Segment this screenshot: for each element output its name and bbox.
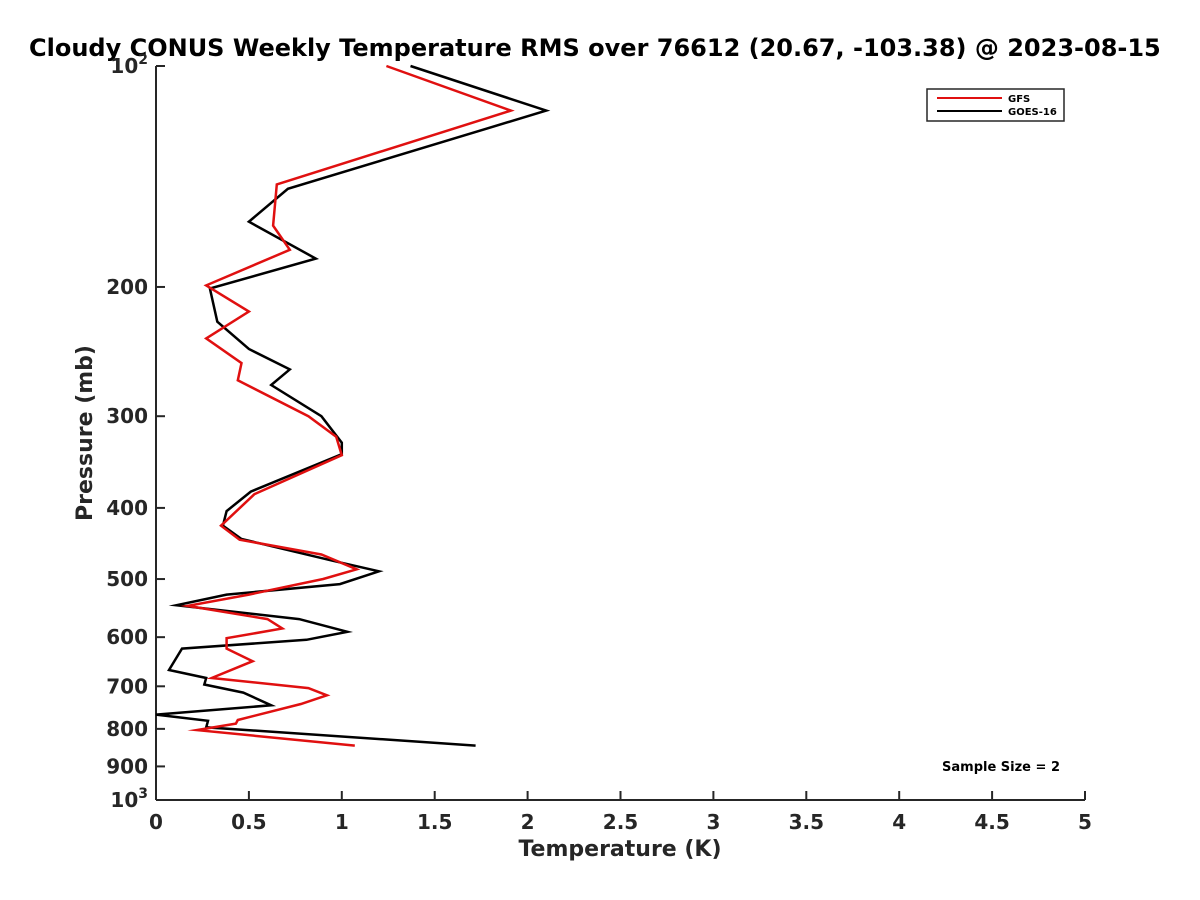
x-ticks: 0 0.5 1 1.5 2 2.5 3 3.5 4 4.5 5 — [149, 791, 1092, 834]
x-tick-label: 2 — [521, 810, 535, 834]
series-line-gfs — [180, 64, 515, 747]
legend-box — [926, 88, 1065, 122]
y-tick-label: 200 — [106, 275, 148, 299]
y-tick-exponent: 2 — [138, 52, 148, 68]
y-tick-base: 10 — [110, 788, 138, 812]
y-tick-base: 10 — [110, 54, 138, 78]
y-tick-label: 800 — [106, 717, 148, 741]
x-tick-label: 0 — [149, 810, 163, 834]
plot-background — [156, 66, 1085, 800]
y-tick-label: 400 — [106, 496, 148, 520]
y-tick-label: 102 — [110, 52, 148, 78]
x-tick-label: 4 — [892, 810, 906, 834]
legend-entry-goes16: GOES-16 — [1008, 107, 1057, 118]
x-tick-label: 0.5 — [231, 810, 266, 834]
y-tick-label: 600 — [106, 625, 148, 649]
plot-area: 0 0.5 1 1.5 2 2.5 3 3.5 4 4.5 5 102200300400500600… — [106, 52, 1092, 834]
y-tick-exponent: 3 — [138, 786, 148, 802]
y-tick-label: 300 — [106, 404, 148, 428]
y-tick-label: 500 — [106, 567, 148, 591]
x-tick-label: 3 — [706, 810, 720, 834]
sample-size-annotation: Sample Size = 2 — [942, 760, 1060, 775]
x-tick-label: 1 — [335, 810, 349, 834]
y-tick-label: 103 — [110, 786, 148, 812]
chart-title: Cloudy CONUS Weekly Temperature RMS over… — [29, 34, 1161, 62]
series-lines — [155, 64, 551, 747]
y-tick-label: 700 — [106, 674, 148, 698]
legend-entry-gfs: GFS — [1008, 94, 1030, 105]
y-axis-label: Pressure (mb) — [73, 345, 98, 521]
x-tick-label: 4.5 — [974, 810, 1009, 834]
x-tick-label: 5 — [1078, 810, 1092, 834]
x-tick-label: 3.5 — [789, 810, 824, 834]
x-tick-label: 2.5 — [603, 810, 638, 834]
x-tick-label: 1.5 — [417, 810, 452, 834]
x-axis-label: Temperature (K) — [518, 837, 721, 862]
series-line-goes16 — [155, 64, 551, 747]
y-tick-label: 900 — [106, 754, 148, 778]
legend: GFS GOES-16 — [926, 88, 1065, 122]
